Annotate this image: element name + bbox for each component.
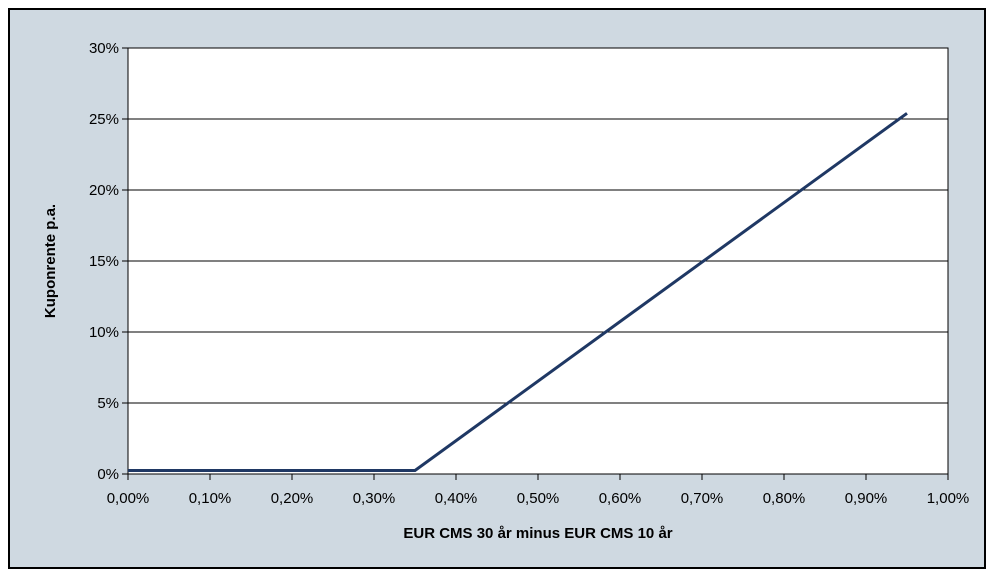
series-line: [128, 112, 908, 472]
x-tick-label: 0,10%: [189, 490, 232, 507]
chart-frame: 0,00% 0,10% 0,20% 0,30% 0,40% 0,50% 0,60% 0,70%…: [8, 8, 986, 569]
x-tick-label: 0,30%: [353, 490, 396, 507]
y-tick-label: 25%: [89, 111, 119, 128]
x-tick-label: 0,00%: [107, 490, 150, 507]
x-tick-label: 0,80%: [763, 490, 806, 507]
x-tick-label: 0,50%: [517, 490, 560, 507]
y-tick-label: 30%: [89, 40, 119, 57]
chart-svg: 0,00% 0,10% 0,20% 0,30% 0,40% 0,50% 0,60% 0,70%…: [42, 40, 970, 542]
x-tick-label: 0,40%: [435, 490, 478, 507]
grid-lines: [128, 118, 948, 404]
y-tick-label: 5%: [97, 395, 119, 412]
x-tick-label: 0,70%: [681, 490, 724, 507]
x-tick-label: 0,90%: [845, 490, 888, 507]
y-tick-label: 0%: [97, 466, 119, 483]
x-axis-title: EUR CMS 30 år minus EUR CMS 10 år: [403, 525, 672, 542]
y-tick-label: 15%: [89, 253, 119, 270]
series-layer: [128, 112, 908, 472]
x-tick-label: 1,00%: [927, 490, 970, 507]
y-axis-title: Kuponrente p.a.: [42, 204, 59, 318]
y-axis: 0% 5% 10% 15% 20% 25% 30%: [89, 40, 128, 483]
x-tick-label: 0,60%: [599, 490, 642, 507]
y-tick-label: 20%: [89, 182, 119, 199]
x-axis: 0,00% 0,10% 0,20% 0,30% 0,40% 0,50% 0,60% 0,70%…: [107, 474, 970, 507]
x-tick-label: 0,20%: [271, 490, 314, 507]
y-tick-label: 10%: [89, 324, 119, 341]
